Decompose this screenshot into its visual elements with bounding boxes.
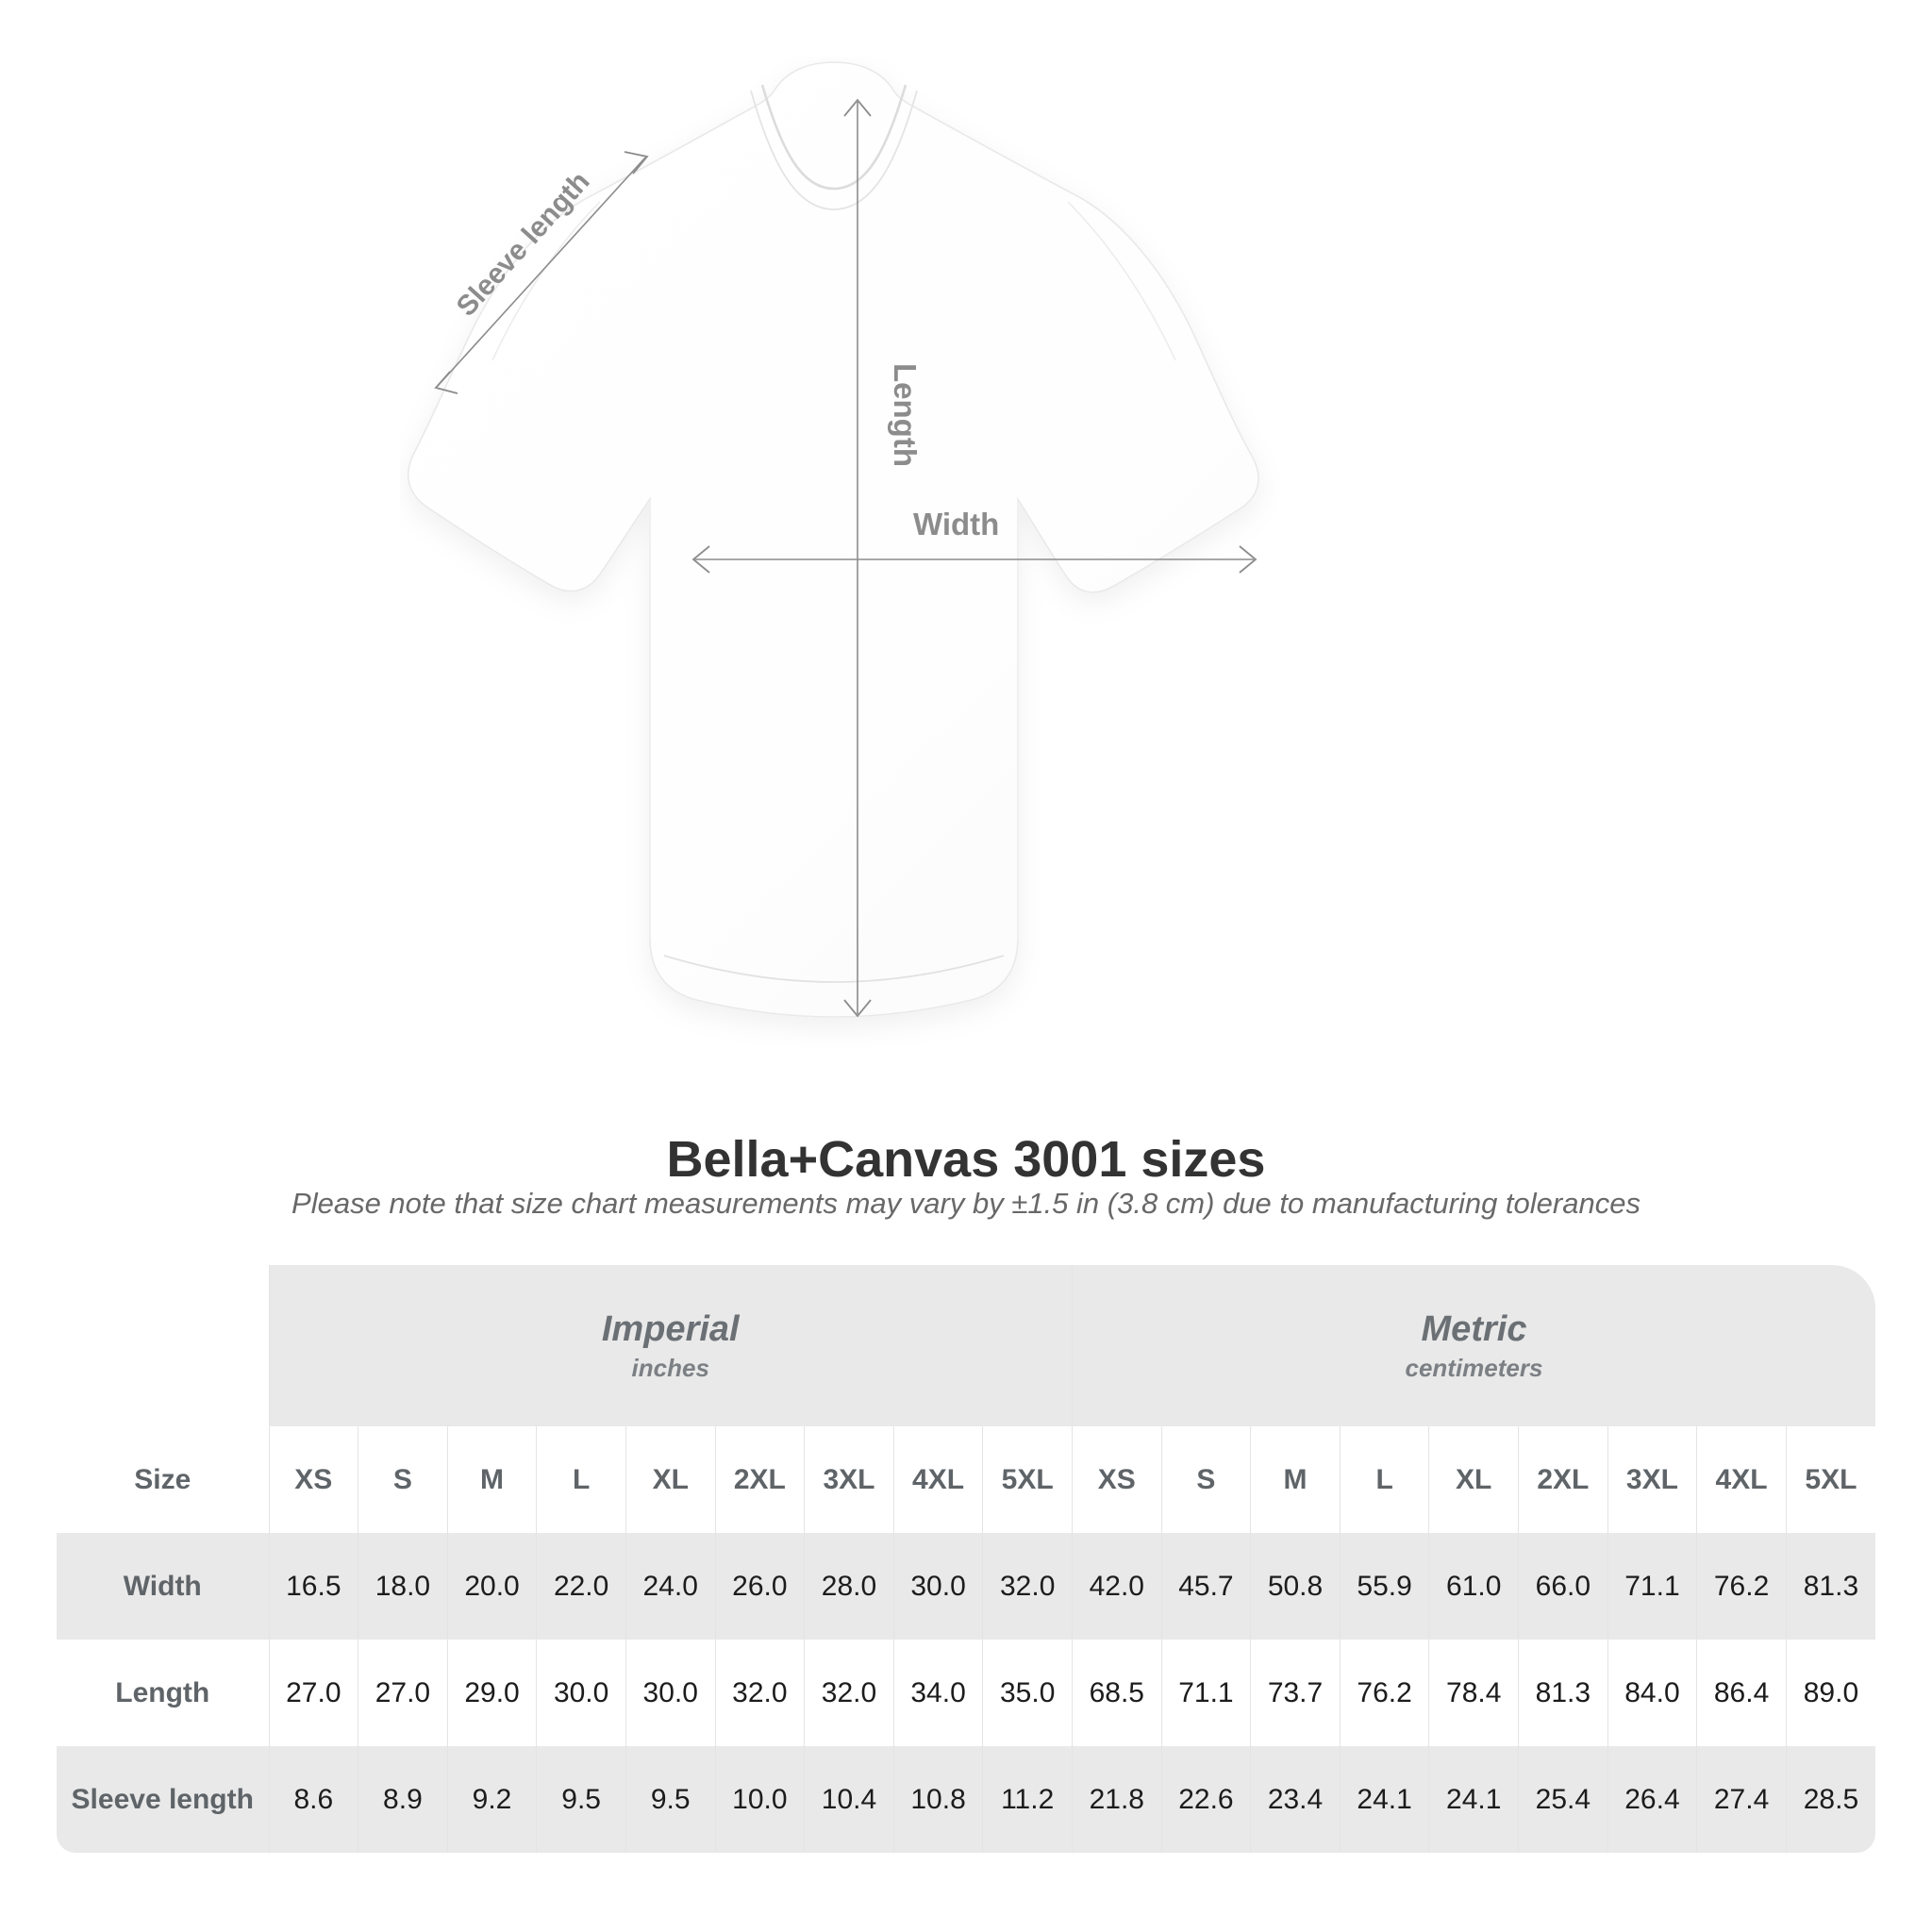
svg-text:Length: Length [888, 363, 923, 467]
svg-text:Sleeve length: Sleeve length [451, 166, 596, 323]
svg-text:Width: Width [913, 507, 999, 541]
